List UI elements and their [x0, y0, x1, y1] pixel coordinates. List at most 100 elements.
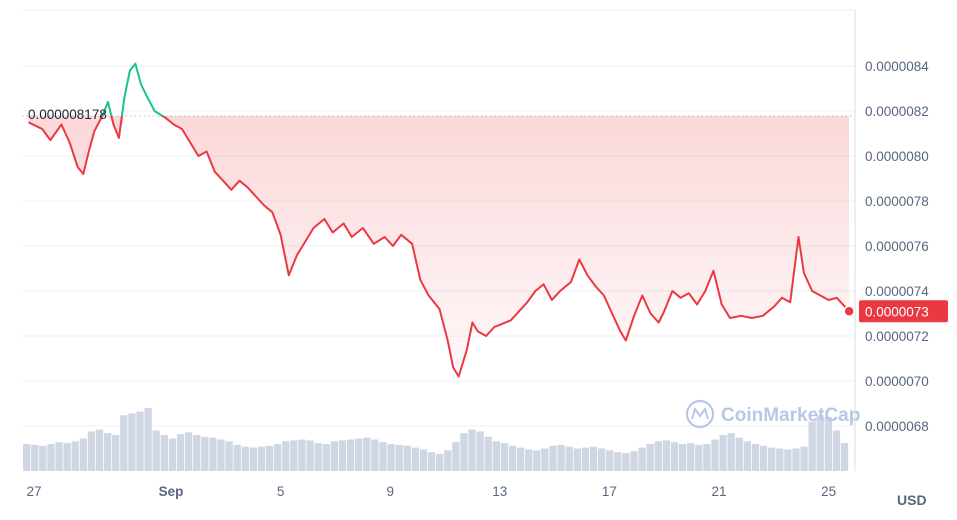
volume-bar	[816, 415, 824, 471]
volume-bar	[322, 444, 330, 471]
volume-bar	[533, 450, 541, 471]
volume-bar	[460, 433, 468, 471]
volume-bar	[436, 453, 444, 471]
coinmarketcap-logo-mark	[691, 406, 709, 420]
volume-bar	[71, 441, 79, 471]
volume-bar	[193, 435, 201, 471]
last-price-dot	[843, 305, 855, 317]
last-price-value: 0.0000073	[865, 304, 929, 319]
volume-bar	[160, 435, 168, 471]
x-tick-label: 27	[26, 484, 41, 499]
volume-bar	[217, 439, 225, 471]
volume-bar	[678, 444, 687, 471]
volume-bar	[695, 444, 703, 471]
volume-bar	[233, 444, 241, 471]
volume-bar	[719, 435, 727, 471]
volume-bar	[241, 446, 249, 471]
volume-bar	[525, 449, 533, 471]
y-tick-label: 0.0000070	[865, 374, 929, 389]
volume-bar	[112, 435, 120, 471]
y-tick-label: 0.0000078	[865, 194, 929, 209]
volume-bar	[63, 443, 71, 471]
volume-bar	[306, 440, 314, 471]
volume-bar	[371, 439, 379, 471]
volume-bar	[298, 439, 306, 471]
volume-bar	[840, 443, 849, 471]
x-tick-label: 13	[492, 484, 507, 499]
y-tick-label: 0.0000076	[865, 239, 929, 254]
x-tick-label: 17	[602, 484, 617, 499]
volume-bar	[703, 444, 711, 471]
volume-bar	[282, 441, 290, 471]
x-tick-label: 5	[277, 484, 285, 499]
volume-bar	[573, 448, 581, 471]
price-area-fill	[28, 115, 850, 377]
volume-bar	[363, 437, 371, 471]
volume-bar	[176, 434, 185, 471]
volume-bar	[508, 445, 517, 471]
volume-bar	[225, 441, 233, 471]
volume-bar	[136, 411, 144, 471]
volume-bar	[687, 443, 695, 471]
volume-bar	[751, 444, 760, 471]
y-axis-ticks: 0.0000068 0.0000070 0.0000072 0.0000074 0.00…	[865, 59, 929, 434]
x-tick-label: 9	[386, 484, 394, 499]
volume-bar	[832, 430, 841, 471]
price-line-above-reference	[101, 62, 165, 116]
volume-bar	[727, 433, 735, 471]
volume-bar	[516, 447, 525, 471]
volume-bar	[209, 437, 217, 471]
volume-bar	[257, 446, 266, 471]
volume-bar	[662, 440, 671, 471]
volume-bar	[338, 440, 347, 471]
price-line-below-reference	[28, 115, 850, 378]
volume-bar	[144, 408, 152, 471]
volume-bar	[452, 442, 460, 471]
volume-bar	[39, 445, 47, 471]
y-tick-label: 0.0000082	[865, 104, 929, 119]
volume-bar	[492, 441, 500, 471]
volume-bar	[47, 444, 55, 471]
volume-bar	[484, 436, 492, 471]
x-tick-label: Sep	[159, 484, 184, 499]
volume-bar	[589, 446, 598, 471]
volume-bar	[808, 421, 816, 471]
currency-unit-label: USD	[897, 492, 927, 508]
volume-bar	[557, 444, 565, 471]
volume-bar	[330, 441, 339, 471]
volume-bar	[476, 431, 484, 471]
volume-bar	[646, 444, 654, 471]
volume-bar	[128, 413, 136, 471]
volume-bar	[800, 446, 808, 471]
volume-bar	[768, 447, 776, 471]
volume-bar	[427, 452, 436, 471]
volume-bar	[79, 438, 87, 471]
volume-bar	[549, 445, 557, 471]
watermark-text: CoinMarketCap	[721, 405, 860, 426]
y-tick-label: 0.0000072	[865, 329, 929, 344]
volume-bar	[95, 429, 104, 471]
watermark: CoinMarketCap	[685, 399, 860, 429]
coinmarketcap-logo-icon	[685, 399, 715, 429]
volume-bar	[622, 453, 630, 471]
volume-bar	[411, 447, 420, 471]
last-price-badge: 0.0000073	[859, 300, 948, 323]
volume-bar	[500, 443, 509, 471]
y-tick-label: 0.0000068	[865, 419, 929, 434]
volume-bar	[184, 432, 193, 471]
reference-value-label: 0.000008178	[28, 107, 107, 122]
volume-bar	[597, 448, 606, 471]
volume-bar	[249, 447, 258, 471]
x-tick-label: 25	[821, 484, 836, 499]
x-tick-label: 21	[711, 484, 726, 499]
y-tick-label: 0.0000080	[865, 149, 929, 164]
volume-bar	[103, 433, 112, 471]
volume-bar	[419, 449, 428, 471]
volume-bar	[152, 430, 160, 471]
volume-bar	[395, 444, 403, 471]
volume-bar	[55, 442, 63, 471]
volume-bar	[274, 444, 282, 471]
volume-bar	[168, 438, 177, 471]
volume-bar	[379, 442, 387, 471]
